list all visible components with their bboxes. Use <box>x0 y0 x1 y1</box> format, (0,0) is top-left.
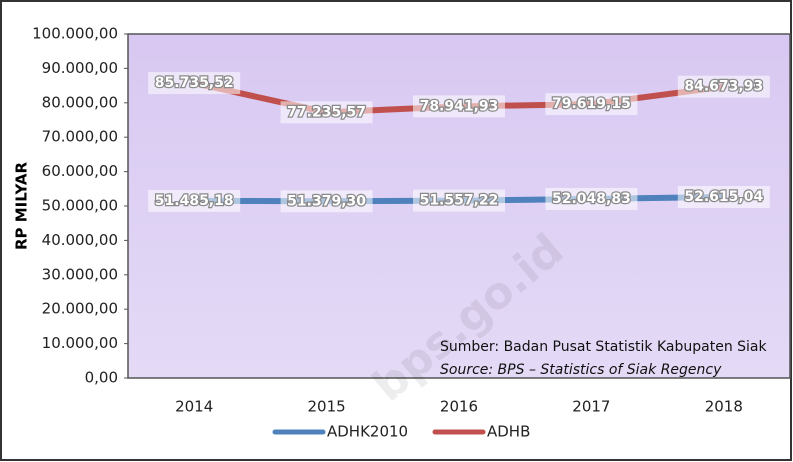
value-label: 84.673,93 <box>684 79 763 95</box>
y-tick-label: 30.000,00 <box>42 265 118 283</box>
value-label-box <box>280 101 373 124</box>
value-label-box <box>677 186 770 209</box>
value-label: 51.485,18 <box>155 193 234 209</box>
value-label: 52.048,83 <box>552 191 631 207</box>
x-tick-label: 2015 <box>308 398 346 416</box>
legend-label: ADHK2010 <box>327 423 408 441</box>
value-label: 85.735,52 <box>155 75 234 91</box>
value-label-box <box>148 189 241 212</box>
value-label-box <box>280 190 373 213</box>
value-label: 79.619,15 <box>552 96 631 112</box>
x-tick-label: 2018 <box>705 398 743 416</box>
y-tick-label: 60.000,00 <box>42 162 118 180</box>
value-label-box <box>545 93 638 116</box>
y-tick-label: 70.000,00 <box>42 128 118 146</box>
x-tick-label: 2014 <box>175 398 213 416</box>
x-tick-label: 2016 <box>440 398 478 416</box>
y-tick-label: 10.000,00 <box>42 334 118 352</box>
value-label-box <box>677 75 770 98</box>
y-tick-label: 100.000,00 <box>32 25 118 43</box>
y-tick-label: 0,00 <box>85 369 118 387</box>
legend-label: ADHB <box>487 423 530 441</box>
value-label: 77.235,57 <box>287 104 366 120</box>
y-tick-label: 50.000,00 <box>42 197 118 215</box>
x-tick-label: 2017 <box>572 398 610 416</box>
value-label-box <box>545 187 638 210</box>
y-tick-label: 20.000,00 <box>42 300 118 318</box>
y-tick-label: 80.000,00 <box>42 93 118 111</box>
y-axis-label: RP MILYAR <box>13 162 31 251</box>
value-label-box <box>148 72 241 95</box>
annotation: Source: BPS – Statistics of Siak Regency <box>440 362 722 378</box>
value-label: 52.615,04 <box>684 189 763 205</box>
value-label: 51.557,22 <box>420 193 499 209</box>
annotation: Sumber: Badan Pusat Statistik Kabupaten … <box>440 339 768 355</box>
value-label: 51.379,30 <box>287 193 366 209</box>
value-label-box <box>413 189 505 212</box>
y-tick-label: 40.000,00 <box>42 231 118 249</box>
value-label: 78.941,93 <box>420 98 499 114</box>
value-label-box <box>413 95 505 118</box>
y-tick-label: 90.000,00 <box>42 59 118 77</box>
